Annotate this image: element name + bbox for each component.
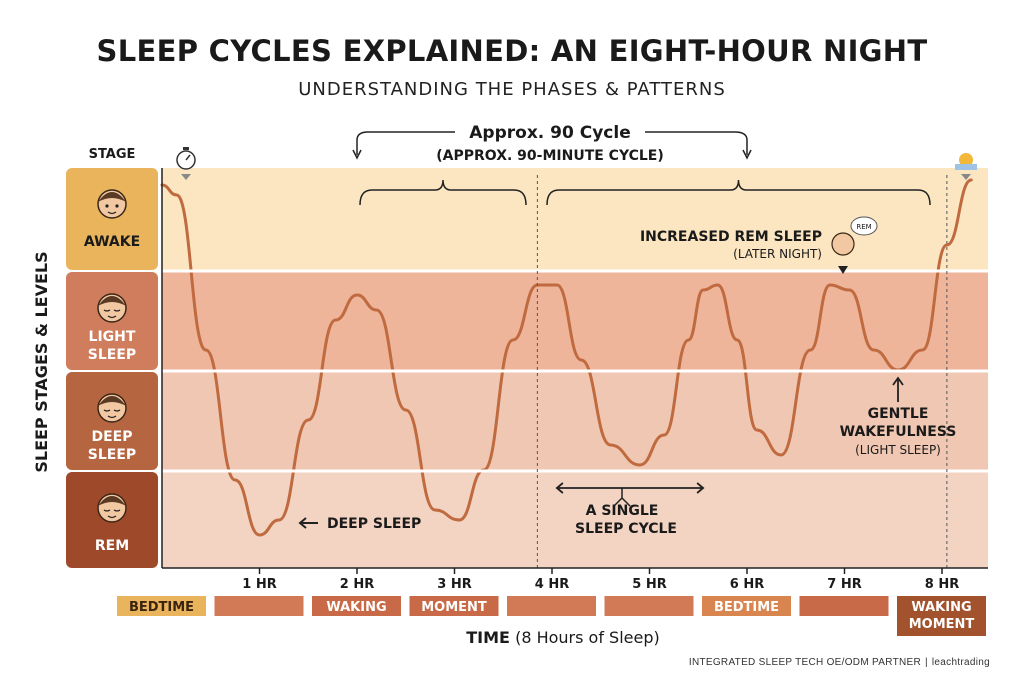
x-tick-label: 6 HR [730,577,764,592]
x-tick-label: 1 HR [242,577,276,592]
x-axis-label: TIME (8 Hours of Sleep) [466,628,659,647]
light-sleep-face-icon [97,293,127,323]
x-tick-label: 4 HR [535,577,569,592]
stage-label-rem: REM [95,538,129,554]
x-tick-label: 8 HR [925,577,959,592]
dreaming-face-icon: REM [831,216,878,256]
cycle-bracket-label: Approx. 90 Cycle [469,123,630,143]
footer-brand: leachtrading [931,657,990,668]
x-tick-label: 3 HR [437,577,471,592]
stage-label-light: SLEEP [88,347,136,363]
timeline-label: MOMENT [909,617,975,632]
increased-rem-annotation: INCREASED REM SLEEP [640,229,822,245]
timeline-segment [702,596,791,616]
end-marker-arrow [961,174,971,180]
x-tick-label: 7 HR [827,577,861,592]
page-title: SLEEP CYCLES EXPLAINED: AN EIGHT-HOUR NI… [96,34,928,68]
timeline-segment [897,596,986,636]
timeline-segment [604,596,694,616]
start-marker-arrow [181,174,191,180]
timeline-segment [117,596,206,616]
gentle-wake-note: (LIGHT SLEEP) [855,443,941,457]
stage-label-deep: SLEEP [88,447,136,463]
stage-tile-awake [66,168,158,270]
cycle-bracket-arrows [352,149,752,160]
increased-rem-note: (LATER NIGHT) [733,247,822,261]
y-axis-label: SLEEP STAGES & LEVELS [32,251,51,472]
timeline-label: BEDTIME [129,600,194,615]
timeline-label: MOMENT [421,600,487,615]
footer-partner: INTEGRATED SLEEP TECH OE/ODM PARTNER [688,657,921,668]
stage-label-light: LIGHT [89,329,136,345]
later-cycles-brace [546,179,931,206]
band-awake [162,168,988,270]
gentle-wake-arrow [892,376,904,402]
gentle-wake-annotation: GENTLE [868,406,929,422]
gentle-wake-annotation: WAKEFULNESS [840,424,957,440]
deep-sleep-annotation: DEEP SLEEP [327,516,421,532]
band-deep [162,372,988,470]
awake-face-icon [97,189,127,219]
single-cycle-annotation: SLEEP CYCLE [575,521,677,537]
increased-rem-arrow [838,266,848,274]
single-cycle-annotation: A SINGLE [586,503,659,519]
timeline-segment [409,596,499,616]
timeline-label: BEDTIME [714,600,779,615]
timeline-segment [799,596,889,616]
timeline-segment [507,596,596,616]
stopwatch-icon [176,147,196,170]
rem-thought-bubble: REM [856,223,871,231]
x-tick-label: 5 HR [632,577,666,592]
x-tick-label: 2 HR [340,577,374,592]
band-rem [162,472,988,568]
stage-label-deep: DEEP [91,429,132,445]
stage-header: STAGE [89,147,136,162]
timeline-label: WAKING [326,600,386,615]
x-axis-note: (8 Hours of Sleep) [510,628,660,647]
timeline-segment [214,596,304,616]
footer: INTEGRATED SLEEP TECH OE/ODM PARTNER | lea… [688,657,990,668]
cycle-bracket-top [356,131,748,155]
sleep-stage-line [160,178,973,537]
cycle-bracket-sublabel: (APPROX. 90-MINUTE CYCLE) [436,148,664,164]
single-cycle-span [555,482,705,494]
timeline-label: WAKING [911,600,971,615]
first-cycle-brace [359,179,527,206]
sunrise-icon [955,153,977,170]
deep-sleep-face-icon [97,393,127,423]
timeline-segment [312,596,401,616]
page-subtitle: UNDERSTANDING THE PHASES & PATTERNS [298,79,726,100]
dreaming-person-icon [97,493,127,523]
deep-sleep-arrow [298,517,318,529]
stage-label-awake: AWAKE [84,234,140,250]
